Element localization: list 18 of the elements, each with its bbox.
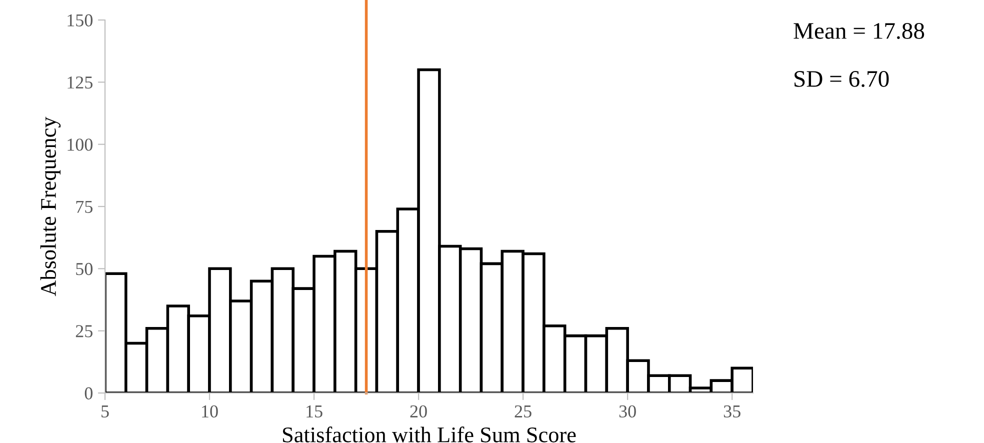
y-tick-label: 125	[68, 76, 92, 89]
x-tick-label: 5	[102, 406, 109, 418]
x-tick-label: 35	[724, 405, 740, 418]
x-tick-label: 10	[202, 405, 218, 418]
y-tick-label: 25	[76, 325, 92, 338]
x-tick-label: 15	[306, 405, 322, 418]
y-tick-label: 100	[68, 138, 93, 151]
x-axis-title: Satisfaction with Life Sum Score	[282, 426, 576, 442]
x-tick-label: 30	[619, 405, 636, 418]
text: Mean = 17.88	[794, 22, 924, 40]
y-tick-label: 75	[76, 200, 92, 213]
x-tick-label: 25	[514, 405, 532, 418]
y-axis-title: Absolute Frequency	[40, 116, 61, 296]
text: SD = 6.70	[794, 70, 889, 88]
y-tick-label: 50	[76, 262, 93, 276]
x-tick-label: 20	[410, 405, 427, 418]
y-tick-label: 0	[84, 387, 93, 400]
y-tick-label: 150	[68, 14, 93, 26]
